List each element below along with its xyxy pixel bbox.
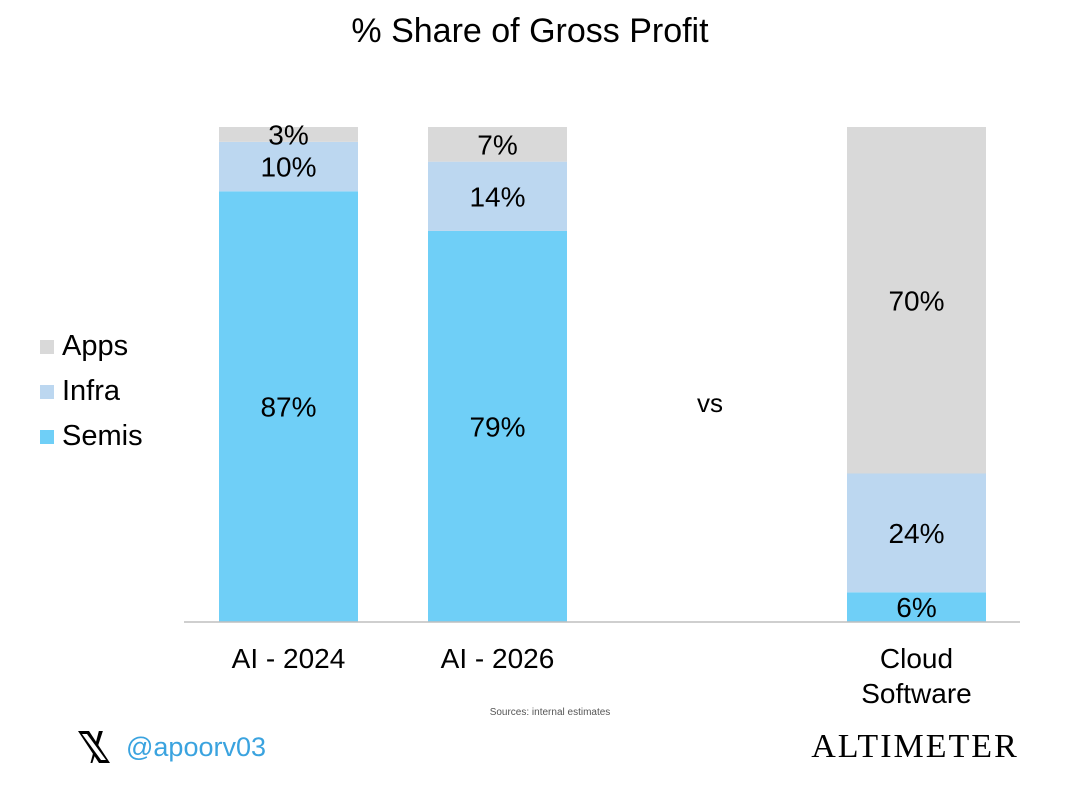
- bar-apps-3: [847, 127, 986, 474]
- handle-text: @apoorv03: [126, 731, 266, 762]
- legend-item-apps: Apps: [40, 324, 143, 369]
- data-label-apps-2: 7%: [477, 129, 517, 160]
- bar-semis-1: [219, 191, 358, 622]
- data-label-infra-2: 14%: [469, 181, 525, 212]
- legend-item-semis: Semis: [40, 414, 143, 459]
- chart-title: % Share of Gross Profit: [351, 12, 709, 50]
- bar-infra-1: [219, 141, 358, 192]
- legend-swatch-infra: [40, 384, 54, 399]
- data-label-semis-3: 6%: [896, 592, 936, 623]
- x-logo-icon: [78, 731, 110, 763]
- x-tick-label-1-1: AI - 2024: [232, 643, 346, 674]
- bar-apps-1: [219, 127, 358, 142]
- bar-infra-3: [847, 473, 986, 593]
- altimeter-logo: ALTIMETER: [811, 728, 1019, 765]
- legend-swatch-apps: [40, 339, 54, 354]
- data-label-infra-3: 24%: [888, 518, 944, 549]
- bar-semis-3: [847, 592, 986, 622]
- data-label-apps-3: 70%: [888, 285, 944, 316]
- data-label-semis-2: 79%: [469, 411, 525, 442]
- legend-item-infra: Infra: [40, 369, 143, 414]
- data-label-apps-1: 3%: [268, 119, 308, 150]
- legend-label-apps: Apps: [62, 330, 129, 362]
- bar-apps-2: [428, 127, 567, 162]
- legend-label-infra: Infra: [62, 375, 121, 407]
- twitter-handle[interactable]: @apoorv03: [74, 727, 266, 767]
- bar-semis-2: [428, 230, 567, 622]
- legend: Apps Infra Semis: [40, 324, 143, 459]
- data-label-infra-1: 10%: [260, 152, 316, 183]
- data-label-semis-1: 87%: [260, 392, 316, 423]
- x-tick-label-3-2: Software: [861, 678, 972, 709]
- vs-annotation: vs: [697, 388, 723, 418]
- source-note: Sources: internal estimates: [489, 707, 611, 718]
- x-tick-label-3-1: Cloud: [880, 643, 953, 674]
- legend-label-semis: Semis: [62, 420, 143, 452]
- legend-swatch-semis: [40, 429, 54, 444]
- bar-infra-2: [428, 161, 567, 231]
- x-tick-label-2-1: AI - 2026: [441, 643, 555, 674]
